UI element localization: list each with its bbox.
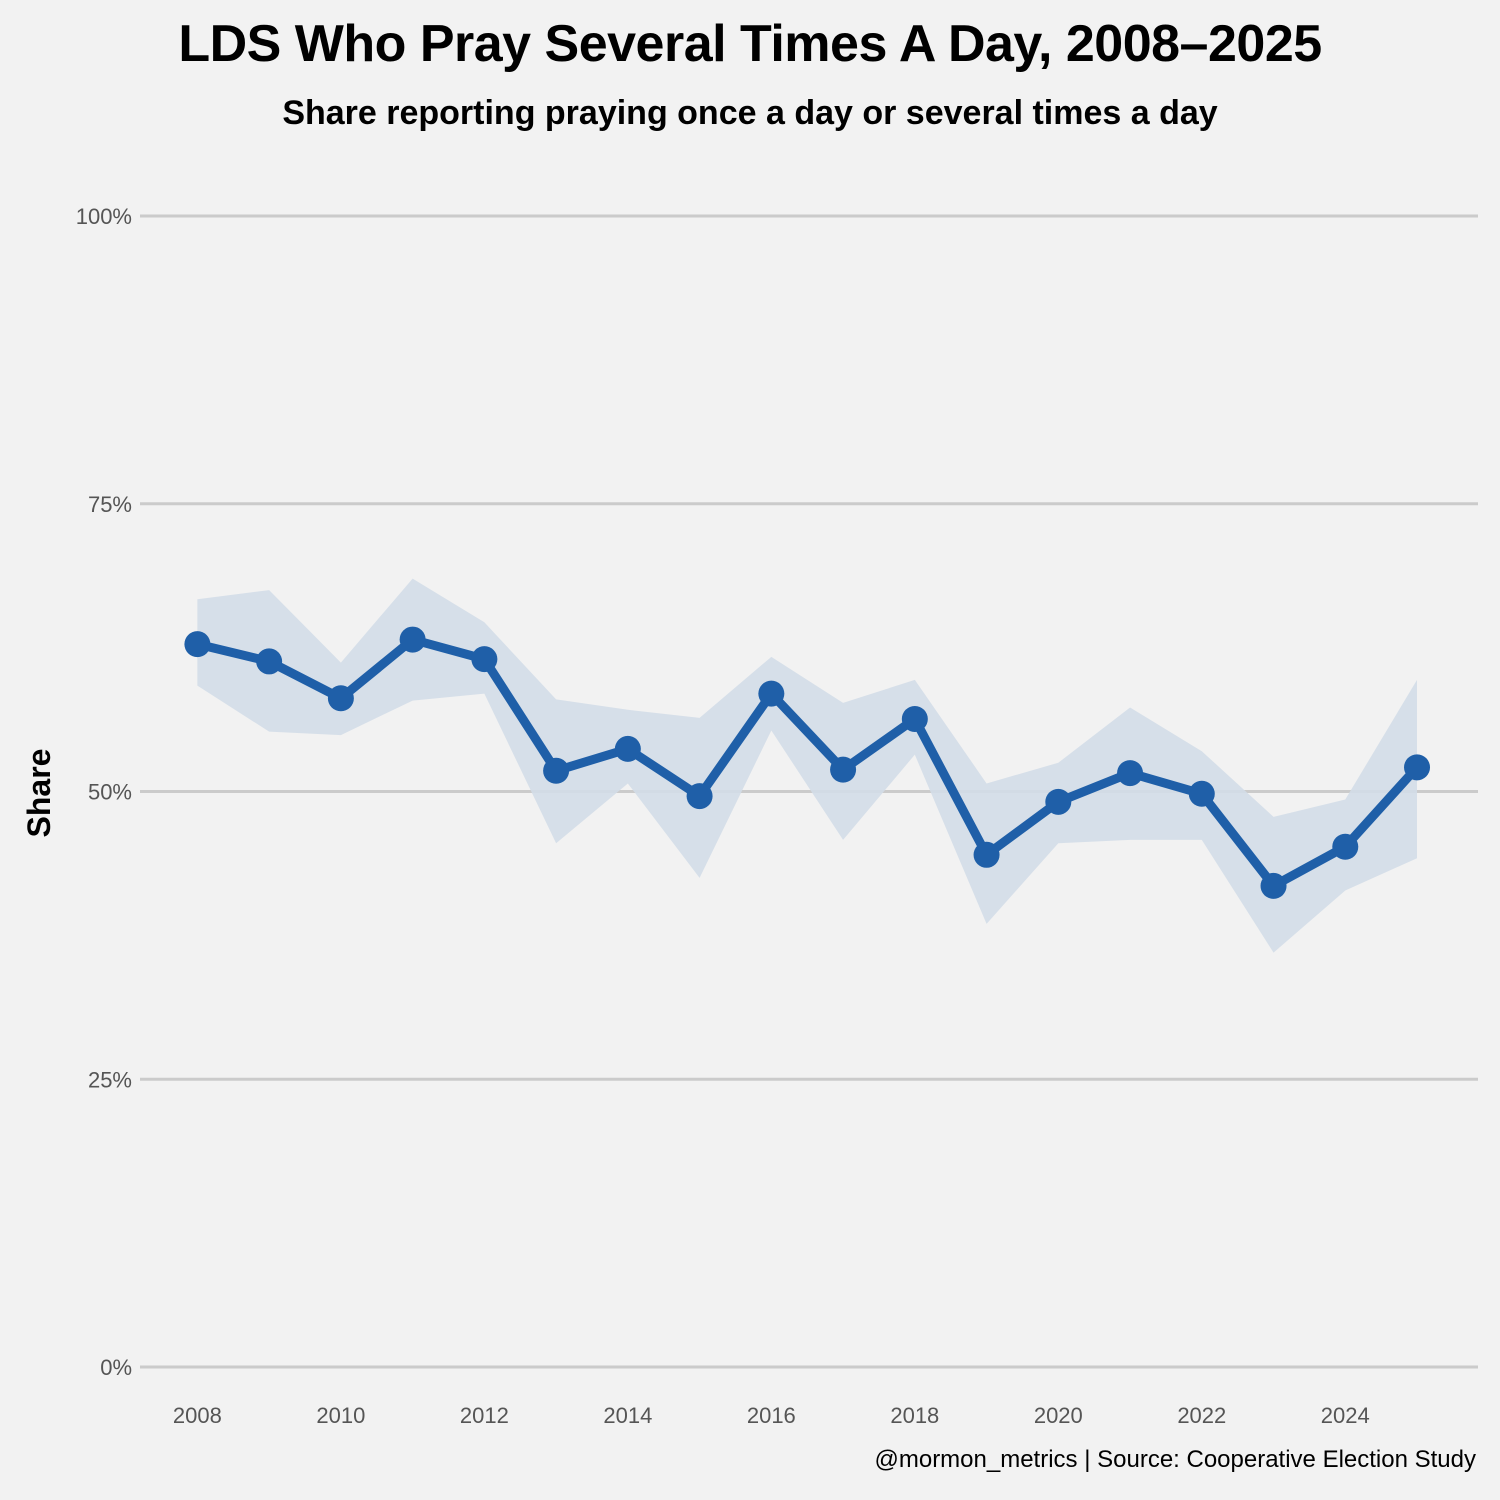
y-tick-label: 0% [100, 1355, 132, 1380]
y-tick-label: 50% [88, 780, 132, 805]
series-line [192, 635, 1422, 891]
data-point[interactable] [1117, 760, 1144, 787]
data-point[interactable] [1188, 780, 1215, 807]
data-point[interactable] [686, 783, 713, 810]
x-tick-label: 2014 [603, 1403, 652, 1428]
confidence-band-layer [197, 578, 1418, 953]
y-tick-label: 75% [88, 492, 132, 517]
data-point[interactable] [901, 705, 928, 732]
data-point[interactable] [758, 680, 785, 707]
series-line-layer [192, 635, 1422, 891]
data-point[interactable] [1404, 754, 1431, 781]
y-axis-ticks: 0% 25% 50% 75% 100% [76, 204, 132, 1380]
y-tick-label: 100% [76, 204, 132, 229]
confidence-band [197, 578, 1418, 953]
data-point[interactable] [1260, 872, 1287, 899]
data-point[interactable] [614, 735, 641, 762]
data-point[interactable] [830, 756, 857, 783]
x-tick-label: 2018 [890, 1403, 939, 1428]
x-tick-label: 2012 [460, 1403, 509, 1428]
data-point[interactable] [1045, 788, 1072, 815]
y-tick-label: 25% [88, 1067, 132, 1092]
gridlines [140, 214, 1478, 1369]
source-caption: @mormon_metrics | Source: Cooperative El… [874, 1446, 1476, 1473]
data-points [184, 626, 1431, 899]
x-tick-label: 2016 [747, 1403, 796, 1428]
x-axis-ticks: 2008 2010 2012 2014 2016 2018 2020 2022 2024 [173, 1403, 1370, 1428]
x-tick-label: 2008 [173, 1403, 222, 1428]
x-tick-label: 2022 [1177, 1403, 1226, 1428]
chart-subtitle: Share reporting praying once a day or se… [282, 94, 1218, 132]
chart-title: LDS Who Pray Several Times A Day, 2008–2… [178, 15, 1322, 73]
data-point[interactable] [184, 631, 211, 658]
data-point[interactable] [973, 841, 1000, 868]
x-tick-label: 2010 [316, 1403, 365, 1428]
x-tick-label: 2024 [1321, 1403, 1370, 1428]
data-point[interactable] [256, 648, 283, 675]
x-tick-label: 2020 [1034, 1403, 1083, 1428]
data-point[interactable] [471, 646, 498, 673]
data-point[interactable] [399, 626, 426, 653]
data-point[interactable] [327, 685, 354, 712]
data-point[interactable] [1332, 833, 1359, 860]
y-axis-title: Share [21, 749, 57, 838]
data-point[interactable] [543, 757, 570, 784]
